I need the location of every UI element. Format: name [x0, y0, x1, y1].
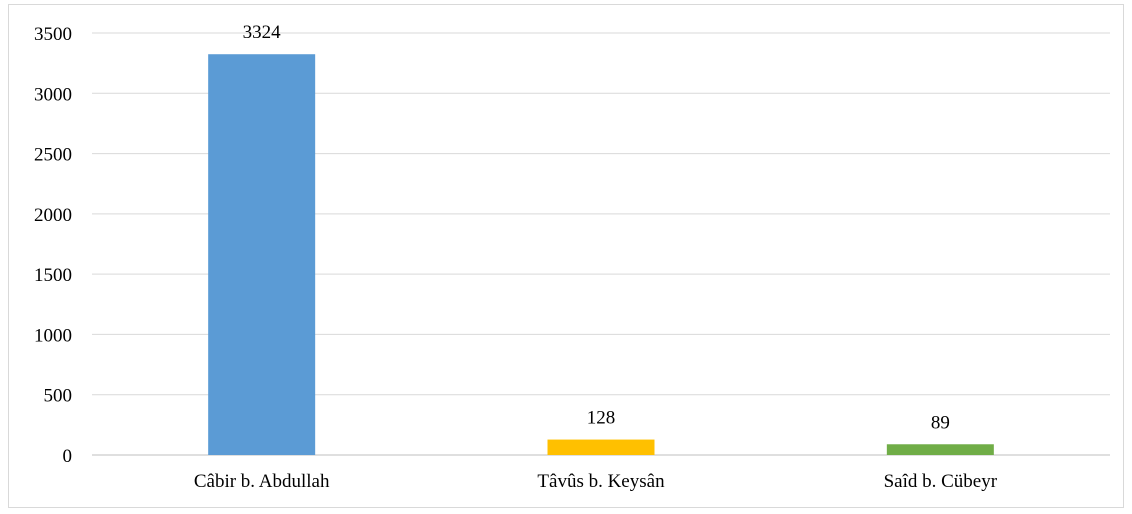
bar — [547, 439, 655, 455]
y-axis-tick-labels: 0 500 1000 1500 2000 2500 3000 3500 — [34, 24, 72, 467]
bar-data-label: 3324 — [243, 22, 282, 43]
chart-frame — [8, 4, 1124, 508]
y-tick-label: 1500 — [34, 265, 72, 286]
y-tick-label: 500 — [44, 386, 73, 407]
y-tick-label: 1000 — [34, 325, 72, 346]
bar-data-label: 89 — [931, 412, 950, 433]
x-axis-tick-labels: Câbir b. Abdullah Tâvûs b. Keysân Saîd b. … — [194, 471, 998, 492]
bar-data-label: 128 — [587, 408, 616, 429]
y-tick-label: 2000 — [34, 205, 72, 226]
y-tick-label: 2500 — [34, 145, 72, 166]
bars — [208, 54, 994, 455]
x-tick-label: Saîd b. Cübeyr — [884, 471, 998, 492]
x-tick-label: Câbir b. Abdullah — [194, 471, 330, 492]
data-labels: 3324 128 89 — [243, 22, 950, 433]
bar — [208, 54, 316, 455]
bar — [886, 444, 994, 455]
x-tick-label: Tâvûs b. Keysân — [537, 471, 665, 492]
y-tick-label: 3000 — [34, 84, 72, 105]
y-tick-label: 0 — [63, 446, 73, 467]
y-tick-label: 3500 — [34, 24, 72, 45]
